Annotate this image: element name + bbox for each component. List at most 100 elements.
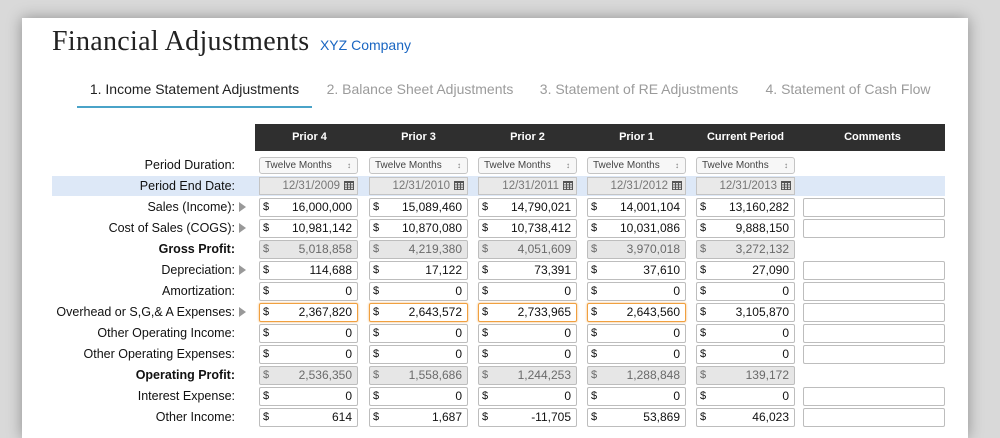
amount-value: 0 bbox=[673, 326, 680, 340]
amount-input[interactable]: $2,643,560 bbox=[587, 303, 686, 322]
currency-symbol: $ bbox=[591, 285, 598, 297]
calendar-icon[interactable] bbox=[781, 181, 791, 190]
amount-input[interactable]: $0 bbox=[478, 324, 577, 343]
amount-input[interactable]: $614 bbox=[259, 408, 358, 427]
amount-input[interactable]: $46,023 bbox=[696, 408, 795, 427]
currency-symbol: $ bbox=[700, 264, 707, 276]
currency-symbol: $ bbox=[482, 348, 489, 360]
expand-arrow-icon[interactable] bbox=[239, 265, 246, 275]
amount-value: 1,244,253 bbox=[517, 368, 571, 382]
amount-input[interactable]: $0 bbox=[478, 345, 577, 364]
amount-input[interactable]: $0 bbox=[478, 282, 577, 301]
calendar-icon[interactable] bbox=[344, 181, 354, 190]
period-duration-select[interactable]: Twelve Months ↕ bbox=[369, 157, 468, 174]
amount-input[interactable]: $0 bbox=[369, 345, 468, 364]
amount-input[interactable]: $10,031,086 bbox=[587, 219, 686, 238]
amount-input[interactable]: $0 bbox=[259, 282, 358, 301]
amount-input[interactable]: $53,869 bbox=[587, 408, 686, 427]
amount-input[interactable]: $10,870,080 bbox=[369, 219, 468, 238]
amount-value: 0 bbox=[455, 284, 462, 298]
amount-input[interactable]: $0 bbox=[587, 345, 686, 364]
expand-arrow-icon[interactable] bbox=[239, 307, 246, 317]
amount-input[interactable]: $14,790,021 bbox=[478, 198, 577, 217]
company-link[interactable]: XYZ Company bbox=[319, 37, 412, 53]
tab-income-statement[interactable]: 1. Income Statement Adjustments bbox=[77, 78, 312, 108]
amount-input[interactable]: $114,688 bbox=[259, 261, 358, 280]
expand-arrow-icon[interactable] bbox=[239, 202, 246, 212]
period-duration-select[interactable]: Twelve Months ↕ bbox=[478, 157, 577, 174]
row-amortization: Amortization: $0 $0 $0 $0 $0 bbox=[22, 281, 968, 302]
tab-balance-sheet[interactable]: 2. Balance Sheet Adjustments bbox=[326, 81, 514, 97]
comment-input[interactable] bbox=[803, 219, 945, 238]
row-label: Other Operating Income: bbox=[97, 326, 235, 340]
amount-input[interactable]: $0 bbox=[587, 282, 686, 301]
period-duration-select[interactable]: Twelve Months ↕ bbox=[587, 157, 686, 174]
period-duration-select[interactable]: Twelve Months ↕ bbox=[696, 157, 795, 174]
select-value: Twelve Months bbox=[484, 160, 551, 171]
currency-symbol: $ bbox=[591, 348, 598, 360]
amount-input[interactable]: $14,001,104 bbox=[587, 198, 686, 217]
period-end-date-field[interactable]: 12/31/2010 bbox=[369, 177, 468, 195]
expand-arrow-icon[interactable] bbox=[239, 223, 246, 233]
amount-value: 2,733,965 bbox=[517, 305, 571, 319]
period-duration-select[interactable]: Twelve Months ↕ bbox=[259, 157, 358, 174]
amount-input[interactable]: $10,981,142 bbox=[259, 219, 358, 238]
comment-input[interactable] bbox=[803, 261, 945, 280]
comment-input[interactable] bbox=[803, 324, 945, 343]
tab-statement-of-re[interactable]: 3. Statement of RE Adjustments bbox=[539, 81, 739, 97]
amount-input[interactable]: $0 bbox=[259, 324, 358, 343]
amount-value: 14,001,104 bbox=[619, 200, 680, 214]
amount-input[interactable]: $1,687 bbox=[369, 408, 468, 427]
amount-input[interactable]: $2,733,965 bbox=[478, 303, 577, 322]
currency-symbol: $ bbox=[700, 390, 707, 402]
comment-input[interactable] bbox=[803, 345, 945, 364]
amount-input[interactable]: $0 bbox=[478, 387, 577, 406]
amount-input[interactable]: $0 bbox=[696, 387, 795, 406]
period-end-date-field[interactable]: 12/31/2012 bbox=[587, 177, 686, 195]
comment-input[interactable] bbox=[803, 408, 945, 427]
amount-input[interactable]: $37,610 bbox=[587, 261, 686, 280]
comment-input[interactable] bbox=[803, 387, 945, 406]
calendar-icon[interactable] bbox=[563, 181, 573, 190]
currency-symbol: $ bbox=[373, 285, 380, 297]
amount-input[interactable]: $ -11,705 bbox=[478, 408, 577, 427]
currency-symbol: $ bbox=[700, 243, 707, 255]
amount-input[interactable]: $0 bbox=[259, 345, 358, 364]
amount-input[interactable]: $10,738,412 bbox=[478, 219, 577, 238]
page-title: Financial Adjustments bbox=[52, 26, 310, 57]
amount-input[interactable]: $0 bbox=[369, 282, 468, 301]
amount-value: 2,643,560 bbox=[626, 305, 680, 319]
amount-input[interactable]: $15,089,460 bbox=[369, 198, 468, 217]
amount-input[interactable]: $0 bbox=[696, 324, 795, 343]
amount-input[interactable]: $0 bbox=[369, 387, 468, 406]
amount-value: 0 bbox=[673, 389, 680, 403]
financial-adjustments-window: Financial Adjustments XYZ Company 1. Inc… bbox=[22, 18, 968, 438]
amount-input[interactable]: $73,391 bbox=[478, 261, 577, 280]
amount-input[interactable]: $13,160,282 bbox=[696, 198, 795, 217]
row-label: Other Income: bbox=[155, 410, 235, 424]
period-end-date-field[interactable]: 12/31/2013 bbox=[696, 177, 795, 195]
amount-input[interactable]: $0 bbox=[587, 324, 686, 343]
amount-input[interactable]: $0 bbox=[696, 282, 795, 301]
amount-input[interactable]: $17,122 bbox=[369, 261, 468, 280]
amount-input[interactable]: $0 bbox=[587, 387, 686, 406]
period-end-date-field[interactable]: 12/31/2011 bbox=[478, 177, 577, 195]
tab-cash-flow[interactable]: 4. Statement of Cash Flow bbox=[765, 81, 931, 97]
amount-input[interactable]: $0 bbox=[259, 387, 358, 406]
comment-input[interactable] bbox=[803, 303, 945, 322]
row-label: Overhead or S,G,& A Expenses: bbox=[56, 305, 235, 319]
amount-input[interactable]: $16,000,000 bbox=[259, 198, 358, 217]
amount-input[interactable]: $0 bbox=[369, 324, 468, 343]
amount-input[interactable]: $9,888,150 bbox=[696, 219, 795, 238]
period-end-date-field[interactable]: 12/31/2009 bbox=[259, 177, 358, 195]
amount-input[interactable]: $3,105,870 bbox=[696, 303, 795, 322]
amount-input[interactable]: $27,090 bbox=[696, 261, 795, 280]
amount-input[interactable]: $0 bbox=[696, 345, 795, 364]
comment-input[interactable] bbox=[803, 198, 945, 217]
amount-input[interactable]: $2,367,820 bbox=[259, 303, 358, 322]
amount-input[interactable]: $2,643,572 bbox=[369, 303, 468, 322]
calendar-icon[interactable] bbox=[672, 181, 682, 190]
computed-value-field: $139,172 bbox=[696, 366, 795, 385]
comment-input[interactable] bbox=[803, 282, 945, 301]
calendar-icon[interactable] bbox=[454, 181, 464, 190]
